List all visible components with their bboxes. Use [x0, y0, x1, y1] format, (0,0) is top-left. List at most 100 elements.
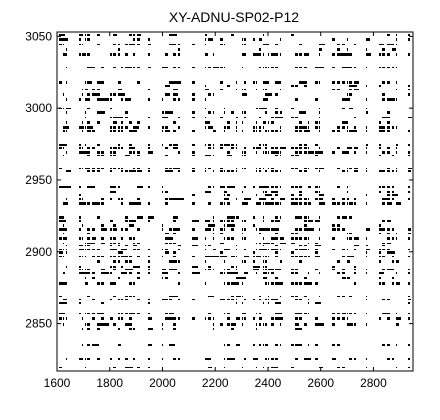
recurrence-point	[280, 249, 281, 250]
recurrence-point	[354, 245, 359, 246]
recurrence-point	[392, 155, 394, 156]
recurrence-point	[347, 191, 348, 193]
recurrence-point	[349, 168, 352, 169]
recurrence-point	[165, 277, 168, 279]
recurrence-point	[121, 67, 123, 68]
recurrence-point	[236, 117, 238, 118]
recurrence-point	[205, 269, 206, 270]
recurrence-point	[280, 117, 281, 118]
recurrence-point	[129, 328, 132, 330]
recurrence-point	[192, 256, 195, 257]
recurrence-point	[308, 344, 309, 346]
recurrence-point	[224, 344, 225, 346]
recurrence-point	[271, 186, 274, 188]
recurrence-point	[392, 191, 394, 193]
recurrence-point	[227, 170, 230, 172]
recurrence-point	[63, 126, 69, 129]
recurrence-point	[125, 245, 128, 246]
recurrence-point	[227, 272, 231, 274]
recurrence-point	[263, 249, 264, 250]
recurrence-point	[265, 344, 268, 346]
recurrence-point	[387, 191, 390, 193]
recurrence-point	[192, 220, 199, 222]
recurrence-point	[66, 130, 67, 132]
recurrence-point	[382, 81, 385, 84]
recurrence-point	[178, 249, 180, 250]
recurrence-point	[125, 220, 128, 222]
recurrence-point	[66, 202, 67, 205]
recurrence-point	[268, 296, 269, 297]
recurrence-point	[259, 168, 261, 169]
recurrence-point	[213, 67, 219, 68]
recurrence-point	[342, 53, 349, 56]
recurrence-point	[332, 202, 336, 205]
recurrence-point	[169, 317, 176, 320]
recurrence-point	[113, 367, 116, 368]
recurrence-point	[205, 260, 206, 263]
recurrence-point	[354, 117, 356, 118]
recurrence-point	[110, 155, 112, 156]
recurrence-point	[162, 249, 163, 250]
recurrence-point	[295, 233, 298, 234]
recurrence-point	[208, 317, 211, 320]
recurrence-point	[227, 186, 235, 188]
recurrence-point	[173, 233, 176, 234]
recurrence-point	[253, 130, 255, 132]
recurrence-point	[113, 147, 117, 149]
recurrence-point	[275, 81, 281, 84]
recurrence-point	[396, 126, 397, 129]
recurrence-point	[291, 155, 294, 156]
recurrence-point	[113, 151, 116, 154]
recurrence-point	[97, 202, 100, 205]
recurrence-point	[299, 126, 306, 129]
recurrence-point	[408, 249, 410, 250]
recurrence-point	[59, 249, 62, 250]
recurrence-point	[366, 85, 367, 87]
recurrence-point	[227, 85, 230, 87]
recurrence-point	[92, 237, 96, 240]
recurrence-point	[66, 144, 67, 146]
recurrence-point	[231, 34, 234, 36]
recurrence-point	[59, 296, 62, 297]
recurrence-point	[125, 299, 128, 300]
recurrence-point	[342, 296, 345, 297]
recurrence-point	[366, 202, 367, 205]
recurrence-point	[208, 256, 213, 257]
recurrence-point	[275, 186, 278, 188]
recurrence-point	[63, 44, 64, 45]
recurrence-point	[308, 151, 314, 154]
recurrence-point	[79, 186, 81, 188]
recurrence-point	[101, 151, 104, 154]
recurrence-point	[59, 313, 65, 314]
recurrence-point	[148, 186, 150, 188]
recurrence-point	[263, 220, 264, 222]
recurrence-point	[275, 302, 281, 304]
recurrence-point	[118, 299, 120, 300]
recurrence-point	[220, 170, 223, 172]
recurrence-point	[265, 299, 267, 300]
recurrence-point	[137, 367, 140, 368]
recurrence-point	[59, 220, 66, 222]
recurrence-point	[85, 144, 86, 146]
recurrence-point	[382, 220, 385, 222]
recurrence-point	[224, 126, 226, 129]
recurrence-point	[192, 168, 195, 169]
recurrence-point	[118, 130, 120, 132]
recurrence-point	[299, 256, 303, 257]
recurrence-point	[379, 155, 381, 156]
y-tick-label: 2850	[25, 317, 52, 331]
recurrence-point	[110, 299, 112, 300]
recurrence-point	[231, 256, 235, 257]
recurrence-point	[295, 126, 298, 129]
recurrence-point	[268, 130, 269, 132]
recurrence-point	[169, 144, 172, 146]
recurrence-point	[129, 34, 132, 36]
recurrence-point	[253, 224, 255, 227]
recurrence-point	[59, 34, 65, 36]
recurrence-point	[169, 344, 175, 346]
recurrence-point	[408, 233, 411, 234]
recurrence-point	[408, 89, 410, 90]
recurrence-point	[253, 266, 260, 268]
recurrence-point	[97, 168, 100, 169]
recurrence-point	[244, 272, 248, 274]
